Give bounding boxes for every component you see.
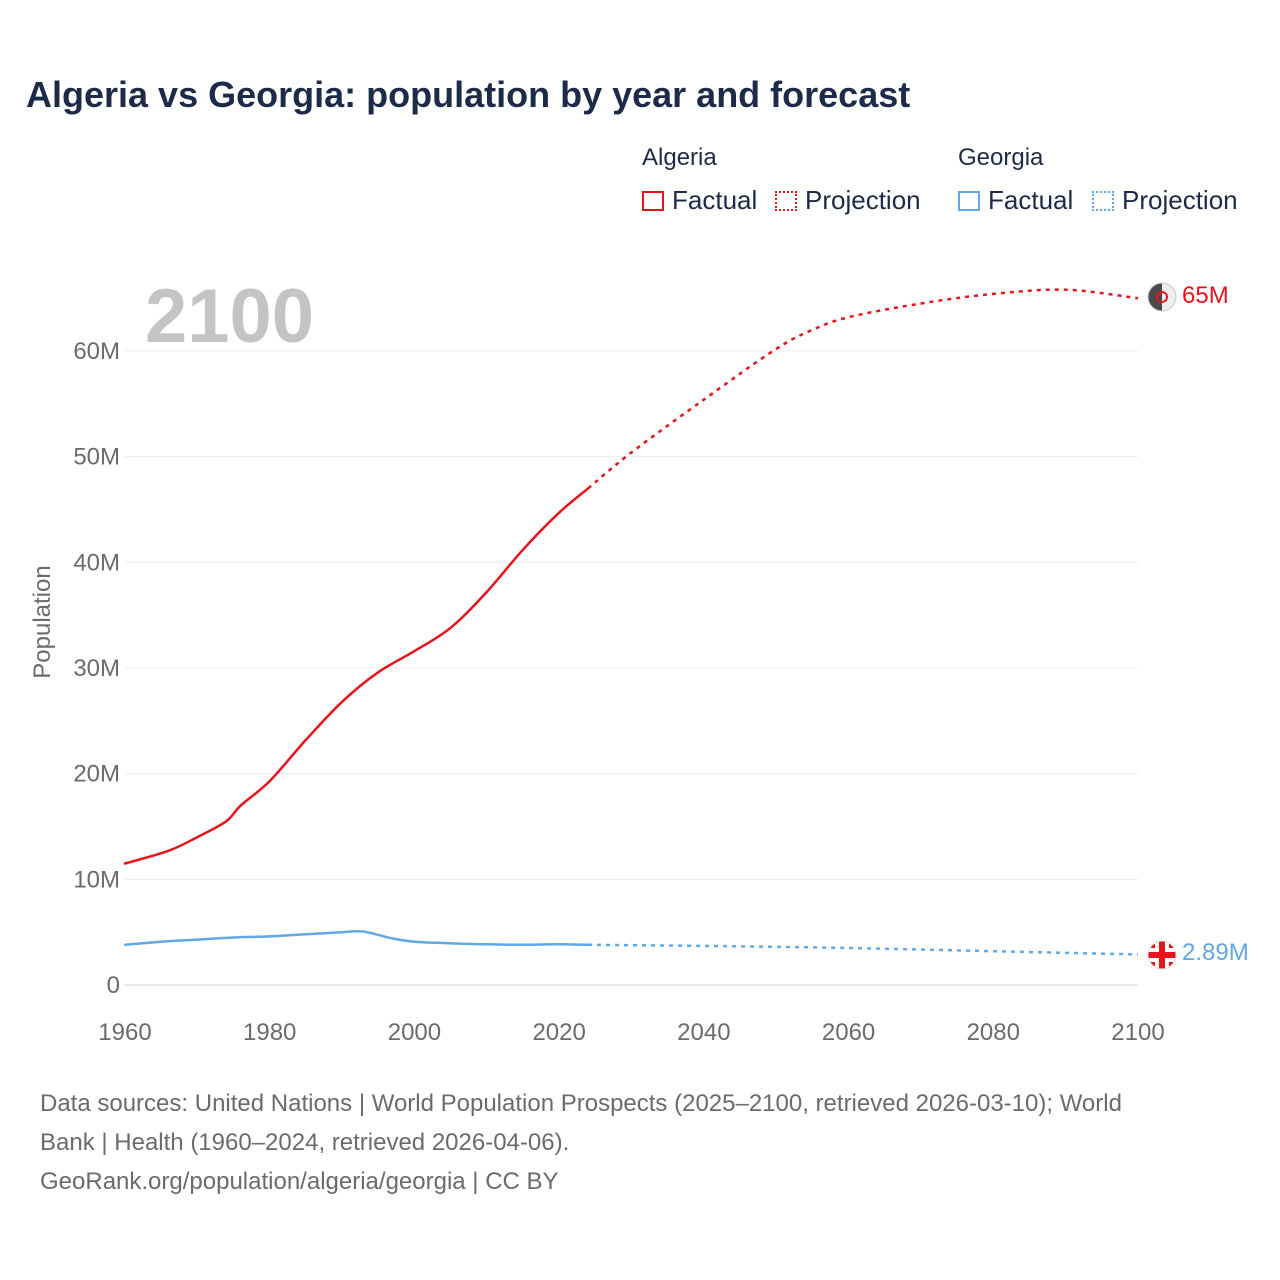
footer-attribution: GeoRank.org/population/algeria/georgia |… (40, 1168, 559, 1195)
legend-swatch-algeria-factual (642, 190, 664, 211)
footer-sources-line2: Bank | Health (1960–2024, retrieved 2026… (40, 1129, 570, 1156)
x-tick-label: 2020 (532, 1019, 585, 1046)
legend-swatch-georgia-projection (1092, 190, 1114, 211)
algeria-end-label: 65M (1182, 282, 1229, 309)
algeria-factual-line (123, 487, 590, 865)
georgia-flag-icon (1147, 940, 1177, 970)
chart-title: Algeria vs Georgia: population by year a… (26, 74, 911, 115)
georgia-end-label: 2.89M (1182, 939, 1249, 966)
legend-georgia-projection-label: Projection (1122, 185, 1238, 215)
year-display: 2100 (145, 274, 314, 359)
y-tick-label: 10M (73, 866, 120, 893)
legend-georgia-factual-label: Factual (988, 185, 1074, 215)
x-tick-label: 1960 (98, 1019, 151, 1046)
legend-algeria-projection-label: Projection (805, 185, 921, 215)
legend-group-georgia-title: Georgia (958, 144, 1044, 171)
legend-georgia-projection[interactable]: Projection (1092, 185, 1238, 216)
y-tick-label: 50M (73, 444, 120, 471)
georgia-factual-line (123, 929, 590, 947)
y-tick-label: 30M (73, 655, 120, 682)
legend-algeria-projection[interactable]: Projection (775, 185, 921, 216)
legend-georgia-factual[interactable]: Factual (958, 185, 1073, 216)
population-line-chart: 2100 0 10M 20M 30M 40M 50M 60M 1960 1980 2000 2020… (29, 274, 1249, 1046)
legend-algeria-factual[interactable]: Factual (642, 185, 757, 216)
georgia-projection-line (588, 943, 1139, 956)
y-tick-label: 60M (73, 338, 120, 365)
x-tick-label: 2100 (1111, 1019, 1164, 1046)
y-tick-label: 0 (107, 972, 120, 999)
axes: 0 10M 20M 30M 40M 50M 60M 1960 1980 2000 2020 2040 2… (73, 338, 1164, 1046)
legend-group-algeria-title: Algeria (642, 144, 717, 171)
y-tick-label: 20M (73, 761, 120, 788)
algeria-flag-icon (1147, 282, 1177, 312)
x-tick-label: 2080 (967, 1019, 1020, 1046)
grid-lines (125, 350, 1138, 986)
footer-sources-line1: Data sources: United Nations | World Pop… (40, 1090, 1122, 1117)
legend-algeria-factual-label: Factual (672, 185, 758, 215)
y-tick-label: 40M (73, 549, 120, 576)
y-axis-title: Population (29, 565, 56, 678)
x-tick-label: 2000 (388, 1019, 441, 1046)
x-tick-label: 2060 (822, 1019, 875, 1046)
series-lines (123, 288, 1139, 956)
legend-swatch-georgia-factual (958, 190, 980, 211)
x-tick-label: 2040 (677, 1019, 730, 1046)
algeria-projection-line (587, 288, 1139, 490)
legend-swatch-algeria-projection (775, 190, 797, 211)
x-tick-label: 1980 (243, 1019, 296, 1046)
